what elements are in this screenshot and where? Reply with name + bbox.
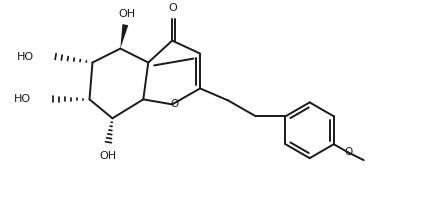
Text: HO: HO <box>14 94 31 104</box>
Text: HO: HO <box>17 51 34 62</box>
Polygon shape <box>120 24 128 49</box>
Text: OH: OH <box>100 151 117 161</box>
Text: OH: OH <box>119 9 136 19</box>
Text: O: O <box>170 99 178 109</box>
Text: O: O <box>345 147 353 157</box>
Text: O: O <box>169 3 177 13</box>
